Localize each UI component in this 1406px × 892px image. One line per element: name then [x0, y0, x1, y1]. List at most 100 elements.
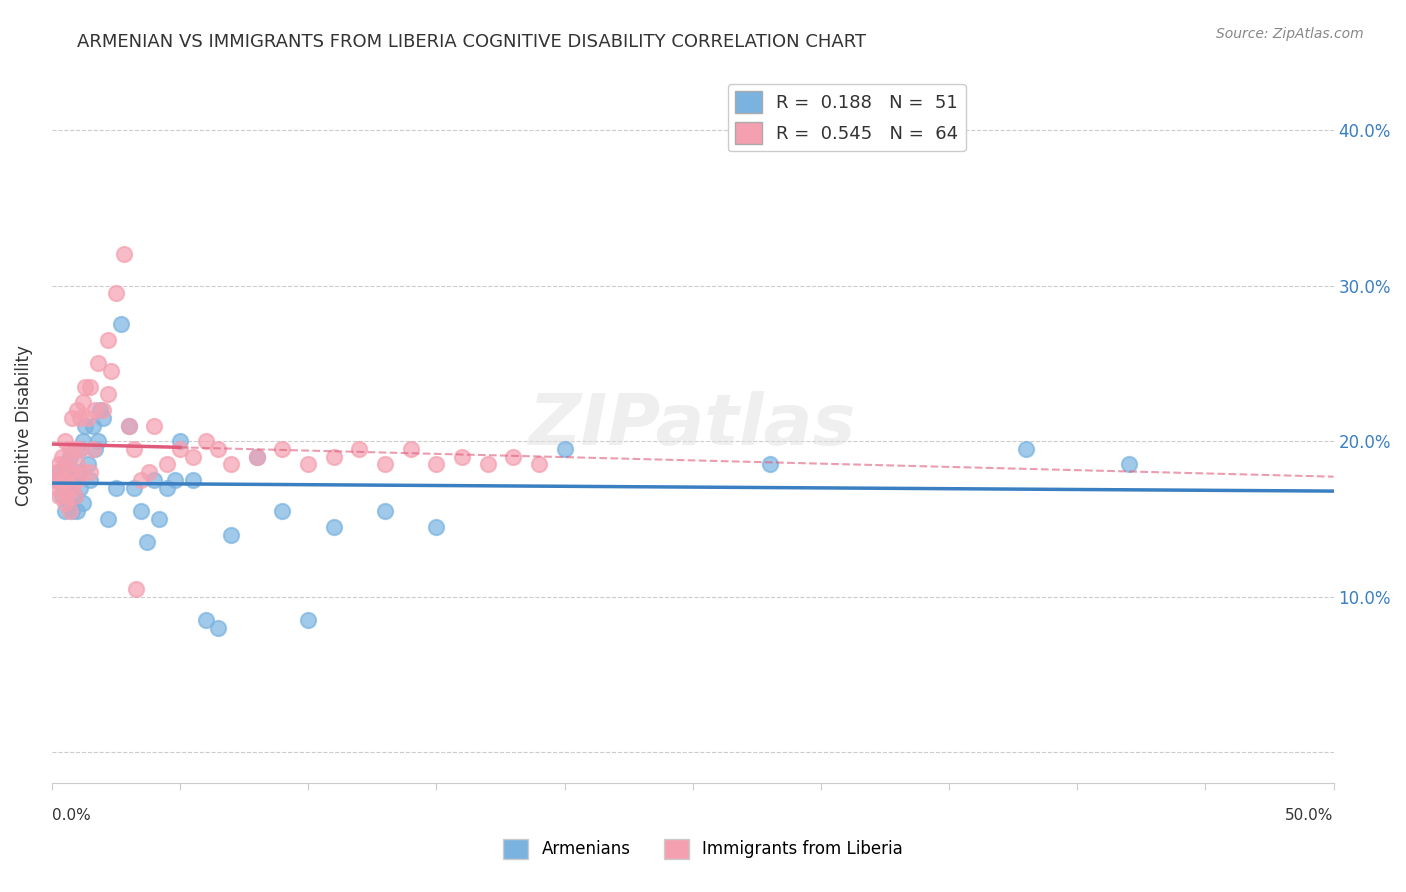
Point — [82, 442, 104, 456]
Point — [97, 512, 120, 526]
Point — [89, 403, 111, 417]
Point — [97, 333, 120, 347]
Point — [502, 450, 524, 464]
Point — [66, 473, 89, 487]
Point — [59, 465, 82, 479]
Point — [75, 418, 97, 433]
Point — [181, 473, 204, 487]
Point — [91, 410, 114, 425]
Point — [59, 504, 82, 518]
Point — [69, 442, 91, 456]
Text: 0.0%: 0.0% — [52, 808, 90, 823]
Point — [163, 473, 186, 487]
Point — [246, 450, 269, 464]
Point — [45, 473, 67, 487]
Point — [138, 465, 160, 479]
Text: 50.0%: 50.0% — [1285, 808, 1334, 823]
Point — [425, 519, 447, 533]
Point — [246, 450, 269, 464]
Point — [181, 450, 204, 464]
Point — [66, 458, 89, 472]
Point — [72, 395, 94, 409]
Point — [122, 481, 145, 495]
Point — [297, 458, 319, 472]
Point — [56, 489, 79, 503]
Point — [69, 481, 91, 495]
Point — [72, 496, 94, 510]
Point — [79, 379, 101, 393]
Point — [169, 434, 191, 449]
Point — [143, 473, 166, 487]
Point — [135, 535, 157, 549]
Point — [45, 481, 67, 495]
Point — [451, 450, 474, 464]
Point — [131, 504, 153, 518]
Point — [72, 465, 94, 479]
Point — [84, 442, 107, 456]
Point — [91, 403, 114, 417]
Point — [271, 442, 294, 456]
Point — [131, 473, 153, 487]
Point — [374, 504, 396, 518]
Point — [425, 458, 447, 472]
Text: ZIPatlas: ZIPatlas — [529, 391, 856, 460]
Point — [118, 418, 141, 433]
Point — [477, 458, 499, 472]
Point — [56, 481, 79, 495]
Point — [76, 410, 98, 425]
Point — [527, 458, 550, 472]
Point — [79, 465, 101, 479]
Text: ARMENIAN VS IMMIGRANTS FROM LIBERIA COGNITIVE DISABILITY CORRELATION CHART: ARMENIAN VS IMMIGRANTS FROM LIBERIA COGN… — [77, 33, 866, 51]
Point — [112, 247, 135, 261]
Point — [758, 458, 780, 472]
Legend: R =  0.188   N =  51, R =  0.545   N =  64: R = 0.188 N = 51, R = 0.545 N = 64 — [727, 84, 966, 152]
Point — [194, 613, 217, 627]
Point — [69, 442, 91, 456]
Point — [59, 442, 82, 456]
Point — [169, 442, 191, 456]
Point — [148, 512, 170, 526]
Point — [207, 442, 229, 456]
Text: Source: ZipAtlas.com: Source: ZipAtlas.com — [1216, 27, 1364, 41]
Point — [143, 418, 166, 433]
Point — [72, 434, 94, 449]
Point — [100, 364, 122, 378]
Point — [374, 458, 396, 472]
Point — [63, 489, 86, 503]
Point — [79, 473, 101, 487]
Point — [1118, 458, 1140, 472]
Point — [45, 465, 67, 479]
Point — [194, 434, 217, 449]
Point — [63, 489, 86, 503]
Point — [44, 473, 66, 487]
Point — [59, 496, 82, 510]
Point — [110, 318, 132, 332]
Point — [66, 403, 89, 417]
Point — [87, 434, 110, 449]
Point — [1015, 442, 1038, 456]
Point — [51, 473, 73, 487]
Point — [84, 403, 107, 417]
Point — [66, 465, 89, 479]
Point — [97, 387, 120, 401]
Point — [60, 481, 83, 495]
Point — [322, 519, 344, 533]
Point — [69, 410, 91, 425]
Point — [59, 450, 82, 464]
Point — [48, 489, 70, 503]
Point — [207, 621, 229, 635]
Point — [63, 442, 86, 456]
Point — [60, 410, 83, 425]
Point — [104, 286, 127, 301]
Point — [53, 473, 76, 487]
Point — [53, 458, 76, 472]
Point — [51, 489, 73, 503]
Point — [51, 450, 73, 464]
Point — [60, 504, 83, 518]
Point — [60, 473, 83, 487]
Point — [297, 613, 319, 627]
Point — [87, 356, 110, 370]
Point — [82, 418, 104, 433]
Point — [75, 379, 97, 393]
Point — [271, 504, 294, 518]
